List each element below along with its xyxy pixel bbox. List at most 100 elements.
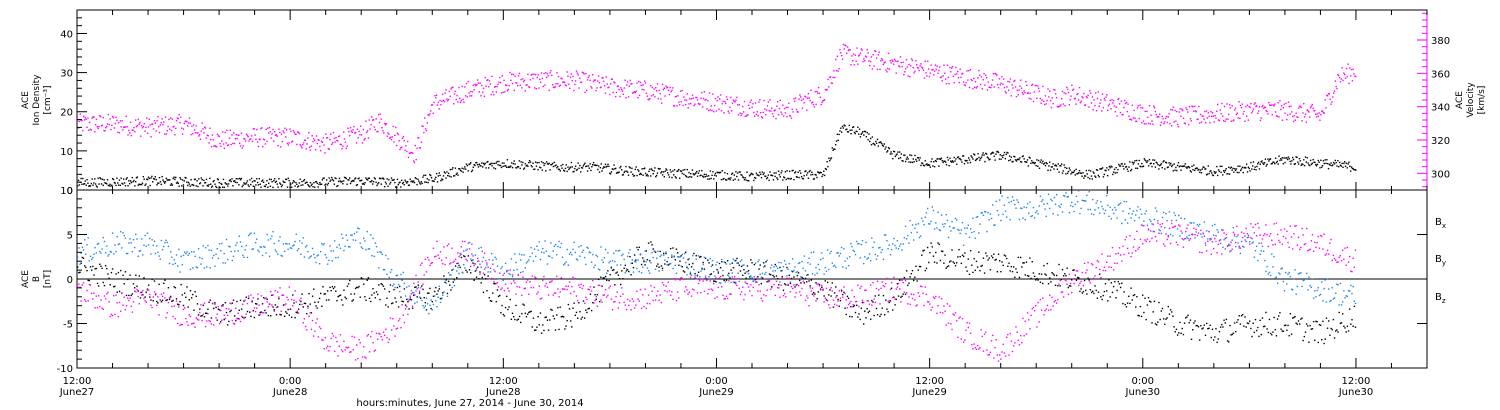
bx-point	[747, 270, 750, 272]
bx-point	[839, 299, 842, 302]
bx-point	[242, 316, 244, 319]
velocity-point	[435, 97, 437, 99]
bx-point	[396, 286, 399, 289]
velocity-point	[1062, 103, 1065, 105]
bx-point	[703, 268, 706, 270]
by-point	[252, 248, 254, 250]
by-point	[637, 259, 639, 261]
by-point	[1094, 209, 1096, 211]
velocity-point	[1107, 105, 1110, 107]
density-point	[191, 184, 193, 186]
density-point	[661, 174, 664, 176]
density-point	[787, 177, 789, 180]
velocity-point	[985, 76, 988, 79]
by-point	[515, 261, 517, 264]
density-point	[1021, 155, 1024, 158]
by-point	[595, 254, 597, 257]
bx-point	[203, 316, 206, 318]
density-point	[486, 161, 488, 163]
bx-point	[757, 276, 759, 278]
by-point	[324, 254, 327, 256]
velocity-point	[1158, 113, 1161, 115]
density-point	[233, 180, 235, 183]
density-point	[963, 162, 966, 165]
velocity-point	[146, 132, 149, 134]
by-point	[914, 227, 916, 229]
by-point	[264, 246, 266, 248]
density-point	[1111, 166, 1113, 168]
bx-point	[1101, 298, 1103, 301]
bx-point	[580, 318, 582, 320]
velocity-point	[129, 132, 131, 134]
bx-point	[990, 255, 993, 257]
bx-point	[399, 285, 401, 288]
bx-point	[1139, 305, 1142, 308]
by-point	[1089, 208, 1092, 211]
velocity-point	[596, 87, 598, 89]
velocity-point	[1233, 119, 1235, 121]
by-point	[346, 239, 349, 241]
bx-point	[1178, 332, 1180, 334]
density-point	[1053, 168, 1055, 170]
density-point	[1101, 167, 1103, 170]
velocity-point	[811, 102, 813, 104]
bx-point	[947, 265, 950, 267]
velocity-point	[750, 99, 752, 101]
density-point	[952, 161, 955, 163]
velocity-point	[794, 97, 797, 99]
bx-point	[403, 288, 406, 290]
velocity-point	[800, 99, 803, 101]
density-point	[225, 183, 227, 185]
density-point	[221, 186, 224, 188]
bx-point	[357, 286, 359, 289]
density-point	[1268, 158, 1271, 161]
bx-point	[833, 292, 836, 294]
density-point	[779, 176, 781, 178]
density-point	[77, 185, 79, 187]
density-point	[168, 179, 170, 181]
density-point	[112, 178, 115, 181]
velocity-point	[1306, 109, 1308, 111]
velocity-point	[451, 86, 453, 89]
bx-point	[700, 255, 702, 258]
density-point	[1100, 168, 1102, 170]
density-point	[87, 182, 89, 184]
by-point	[955, 219, 958, 221]
bx-point	[832, 306, 835, 308]
bx-point	[151, 278, 153, 281]
density-point	[1285, 157, 1287, 159]
bx-point	[1311, 328, 1314, 330]
bx-point	[588, 307, 590, 310]
bx-point	[856, 304, 858, 307]
density-point	[582, 165, 585, 167]
velocity-point	[1022, 93, 1024, 95]
velocity-point	[108, 123, 110, 126]
bx-point	[1017, 256, 1020, 259]
density-point	[90, 182, 93, 185]
velocity-point	[814, 90, 816, 93]
density-point	[658, 168, 660, 170]
by-point	[1066, 196, 1068, 198]
velocity-point	[850, 64, 852, 66]
bx-point	[553, 317, 556, 320]
density-point	[731, 172, 734, 174]
bx-point	[600, 276, 602, 278]
by-point	[406, 286, 408, 288]
density-point	[421, 182, 423, 185]
density-point	[192, 184, 195, 187]
bx-point	[510, 318, 513, 320]
density-point	[743, 178, 746, 181]
velocity-point	[208, 142, 210, 144]
by-point	[737, 272, 739, 275]
velocity-point	[865, 56, 868, 58]
density-point	[99, 177, 101, 179]
velocity-point	[1129, 118, 1131, 121]
velocity-point	[709, 109, 712, 111]
by-point	[409, 295, 411, 297]
density-point	[1234, 169, 1237, 172]
velocity-point	[1304, 113, 1307, 115]
density-point	[1105, 169, 1107, 172]
velocity-point	[352, 129, 354, 131]
density-point	[956, 156, 959, 159]
velocity-point	[1282, 107, 1285, 109]
